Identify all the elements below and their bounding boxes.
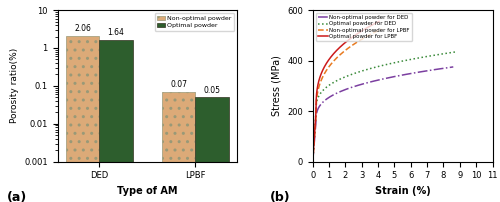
Non-optimal powder for DED — [447, 66, 453, 69]
Non-optimal powder for LPBF — [350, 43, 356, 46]
Optimal powder for DED — [310, 160, 316, 163]
Optimal powder for LPBF — [310, 160, 316, 163]
Non-optimal powder for LPBF — [366, 34, 372, 36]
Bar — [196, 97, 229, 202]
Non-optimal powder for LPBF — [343, 49, 349, 51]
Non-optimal powder for LPBF — [342, 49, 348, 52]
Non-optimal powder for LPBF — [310, 160, 316, 163]
Text: 0.05: 0.05 — [204, 85, 221, 95]
Non-optimal powder for LPBF — [376, 29, 382, 31]
Text: (a): (a) — [7, 191, 28, 202]
Line: Optimal powder for LPBF: Optimal powder for LPBF — [312, 21, 379, 162]
Bar — [66, 36, 100, 202]
Optimal powder for LPBF — [346, 39, 352, 41]
Non-optimal powder for LPBF — [378, 28, 384, 30]
Line: Non-optimal powder for DED: Non-optimal powder for DED — [312, 67, 454, 162]
Non-optimal powder for DED — [378, 78, 384, 81]
Legend: Non-optimal powder, Optimal powder: Non-optimal powder, Optimal powder — [155, 13, 234, 31]
Non-optimal powder for LPBF — [347, 46, 353, 48]
Non-optimal powder for DED — [425, 69, 431, 72]
Optimal powder for LPBF — [374, 21, 380, 23]
Optimal powder for DED — [454, 50, 460, 53]
Non-optimal powder for DED — [386, 77, 392, 79]
Text: 0.07: 0.07 — [170, 80, 187, 89]
Text: (b): (b) — [270, 191, 290, 202]
Optimal powder for DED — [378, 65, 384, 67]
Bar — [162, 92, 196, 202]
Non-optimal powder for DED — [376, 79, 382, 81]
Optimal powder for DED — [450, 51, 456, 54]
Optimal powder for DED — [396, 61, 402, 63]
Y-axis label: Stress (MPa): Stress (MPa) — [272, 55, 281, 116]
Bar — [100, 40, 133, 202]
Optimal powder for LPBF — [342, 42, 347, 44]
X-axis label: Strain (%): Strain (%) — [374, 186, 430, 196]
Optimal powder for LPBF — [364, 27, 370, 29]
Optimal powder for DED — [379, 64, 385, 67]
Non-optimal powder for DED — [450, 66, 456, 68]
Non-optimal powder for DED — [394, 75, 400, 77]
Optimal powder for DED — [428, 55, 434, 57]
Text: 2.06: 2.06 — [74, 24, 91, 33]
Y-axis label: Porosity ratio(%): Porosity ratio(%) — [10, 48, 18, 123]
Optimal powder for LPBF — [349, 36, 355, 39]
Optimal powder for LPBF — [341, 42, 347, 45]
Text: 1.64: 1.64 — [108, 28, 124, 37]
Optimal powder for DED — [388, 62, 394, 65]
Line: Optimal powder for DED: Optimal powder for DED — [312, 52, 456, 162]
Line: Non-optimal powder for LPBF: Non-optimal powder for LPBF — [312, 29, 382, 162]
X-axis label: Type of AM: Type of AM — [117, 186, 178, 196]
Legend: Non-optimal powder for DED, Optimal powder for DED, Non-optimal powder for LPBF,: Non-optimal powder for DED, Optimal powd… — [316, 13, 412, 41]
Optimal powder for LPBF — [376, 20, 382, 23]
Non-optimal powder for DED — [310, 160, 316, 163]
